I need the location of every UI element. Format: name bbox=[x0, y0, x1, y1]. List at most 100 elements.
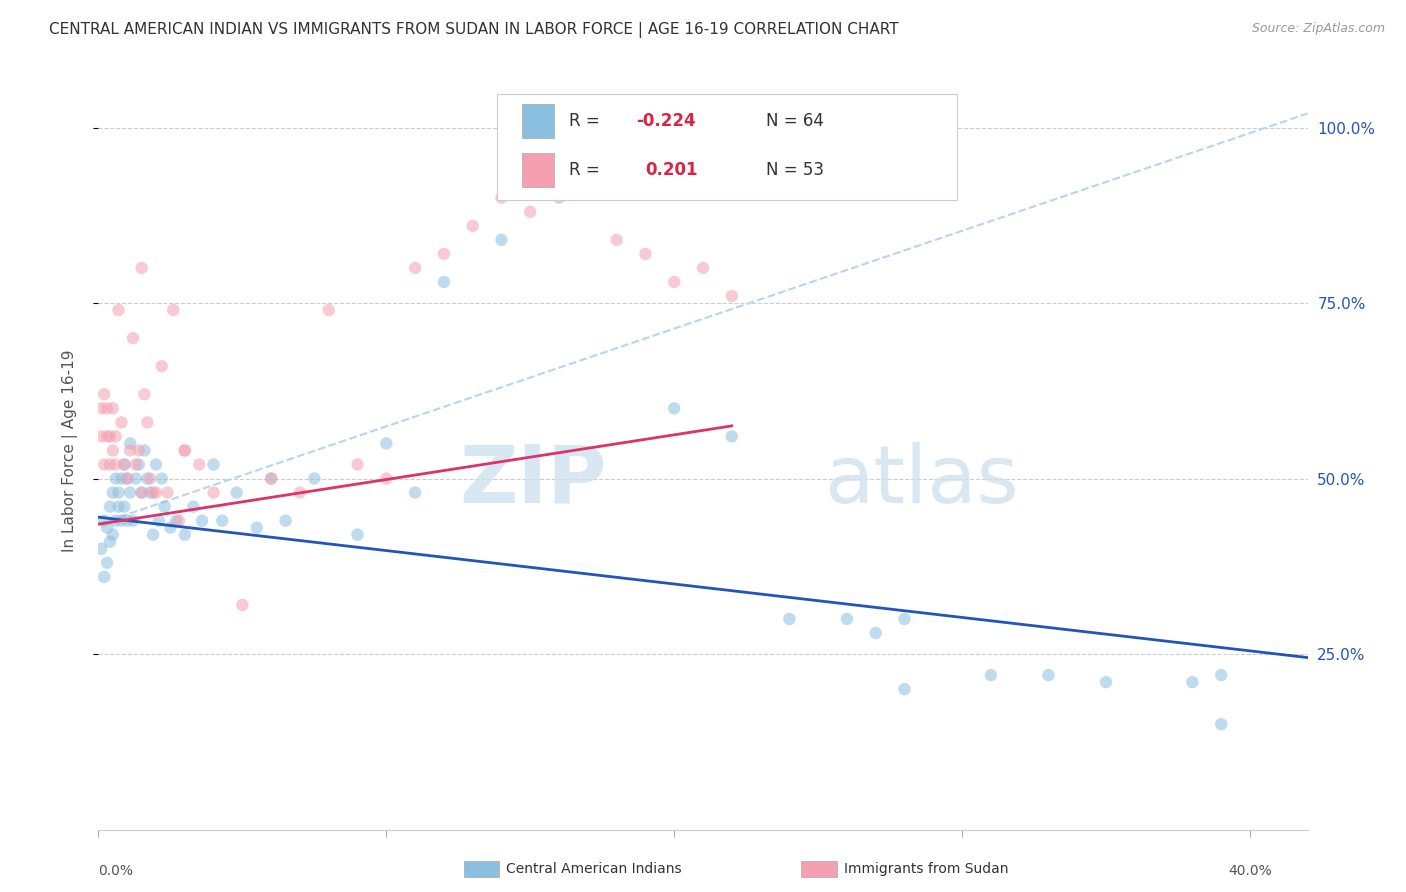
Point bbox=[93, 514, 115, 528]
Point bbox=[120, 485, 142, 500]
Point bbox=[104, 471, 127, 485]
Point bbox=[90, 401, 112, 416]
Point bbox=[101, 443, 124, 458]
Point bbox=[865, 626, 887, 640]
Point bbox=[136, 471, 159, 485]
Point bbox=[375, 436, 398, 450]
Point bbox=[98, 500, 121, 514]
Text: -0.224: -0.224 bbox=[637, 112, 696, 129]
Text: 0.201: 0.201 bbox=[645, 161, 697, 179]
Point bbox=[98, 429, 121, 443]
Point bbox=[288, 485, 311, 500]
FancyBboxPatch shape bbox=[498, 95, 957, 201]
Point bbox=[1038, 668, 1060, 682]
Point bbox=[139, 471, 162, 485]
Point bbox=[225, 485, 247, 500]
Point bbox=[96, 556, 118, 570]
Point bbox=[110, 471, 132, 485]
Text: Immigrants from Sudan: Immigrants from Sudan bbox=[844, 862, 1008, 876]
Text: Central American Indians: Central American Indians bbox=[506, 862, 682, 876]
Point bbox=[110, 514, 132, 528]
Point bbox=[183, 500, 205, 514]
Point bbox=[260, 471, 283, 485]
Point bbox=[304, 471, 326, 485]
Point bbox=[274, 514, 297, 528]
Point bbox=[101, 401, 124, 416]
Point bbox=[165, 514, 187, 528]
Point bbox=[122, 331, 145, 345]
Point bbox=[835, 612, 858, 626]
Point bbox=[202, 485, 225, 500]
Point bbox=[211, 514, 233, 528]
Text: ZIP: ZIP bbox=[458, 442, 606, 520]
Point bbox=[548, 191, 571, 205]
Point bbox=[104, 514, 127, 528]
Point bbox=[125, 458, 148, 472]
Point bbox=[606, 233, 628, 247]
Point bbox=[346, 458, 368, 472]
Point bbox=[893, 682, 915, 697]
Point bbox=[346, 527, 368, 541]
Point bbox=[120, 443, 142, 458]
Point bbox=[142, 485, 165, 500]
Point bbox=[404, 260, 426, 275]
Point bbox=[1181, 675, 1204, 690]
Text: N = 64: N = 64 bbox=[766, 112, 824, 129]
Point bbox=[96, 401, 118, 416]
Text: N = 53: N = 53 bbox=[766, 161, 824, 179]
Point bbox=[260, 471, 283, 485]
Point bbox=[101, 527, 124, 541]
Point bbox=[318, 303, 340, 318]
Point bbox=[107, 303, 129, 318]
Point bbox=[980, 668, 1002, 682]
Point bbox=[173, 443, 195, 458]
Point bbox=[893, 612, 915, 626]
Point bbox=[433, 247, 456, 261]
Point bbox=[131, 485, 153, 500]
Point bbox=[246, 521, 269, 535]
Point bbox=[202, 458, 225, 472]
Point bbox=[191, 514, 214, 528]
Text: 40.0%: 40.0% bbox=[1227, 863, 1272, 878]
Point bbox=[112, 458, 135, 472]
Point bbox=[120, 436, 142, 450]
Text: CENTRAL AMERICAN INDIAN VS IMMIGRANTS FROM SUDAN IN LABOR FORCE | AGE 16-19 CORR: CENTRAL AMERICAN INDIAN VS IMMIGRANTS FR… bbox=[49, 22, 898, 38]
Point bbox=[122, 514, 145, 528]
Point bbox=[115, 514, 138, 528]
Point bbox=[664, 401, 686, 416]
Point bbox=[159, 521, 181, 535]
Point bbox=[136, 416, 159, 430]
Point bbox=[90, 429, 112, 443]
Text: R =: R = bbox=[569, 161, 610, 179]
Point bbox=[142, 527, 165, 541]
Point bbox=[150, 471, 173, 485]
Point bbox=[1211, 668, 1233, 682]
Point bbox=[692, 260, 714, 275]
FancyBboxPatch shape bbox=[522, 103, 554, 137]
Point bbox=[173, 527, 195, 541]
Point bbox=[93, 387, 115, 401]
Point bbox=[150, 359, 173, 374]
Point bbox=[162, 303, 184, 318]
Text: Source: ZipAtlas.com: Source: ZipAtlas.com bbox=[1251, 22, 1385, 36]
Point bbox=[375, 471, 398, 485]
Point bbox=[1211, 717, 1233, 731]
Point bbox=[778, 612, 800, 626]
Point bbox=[112, 458, 135, 472]
Point bbox=[720, 289, 742, 303]
Point bbox=[491, 191, 513, 205]
Point bbox=[148, 514, 170, 528]
Y-axis label: In Labor Force | Age 16-19: In Labor Force | Age 16-19 bbox=[62, 349, 77, 552]
Point bbox=[720, 429, 742, 443]
Point bbox=[104, 429, 127, 443]
Point bbox=[131, 485, 153, 500]
Point bbox=[101, 485, 124, 500]
Point bbox=[131, 260, 153, 275]
Point bbox=[112, 500, 135, 514]
Text: 0.0%: 0.0% bbox=[98, 863, 134, 878]
Point bbox=[93, 458, 115, 472]
Point bbox=[461, 219, 484, 233]
Point bbox=[139, 485, 162, 500]
Point bbox=[128, 458, 150, 472]
Point bbox=[519, 204, 541, 219]
